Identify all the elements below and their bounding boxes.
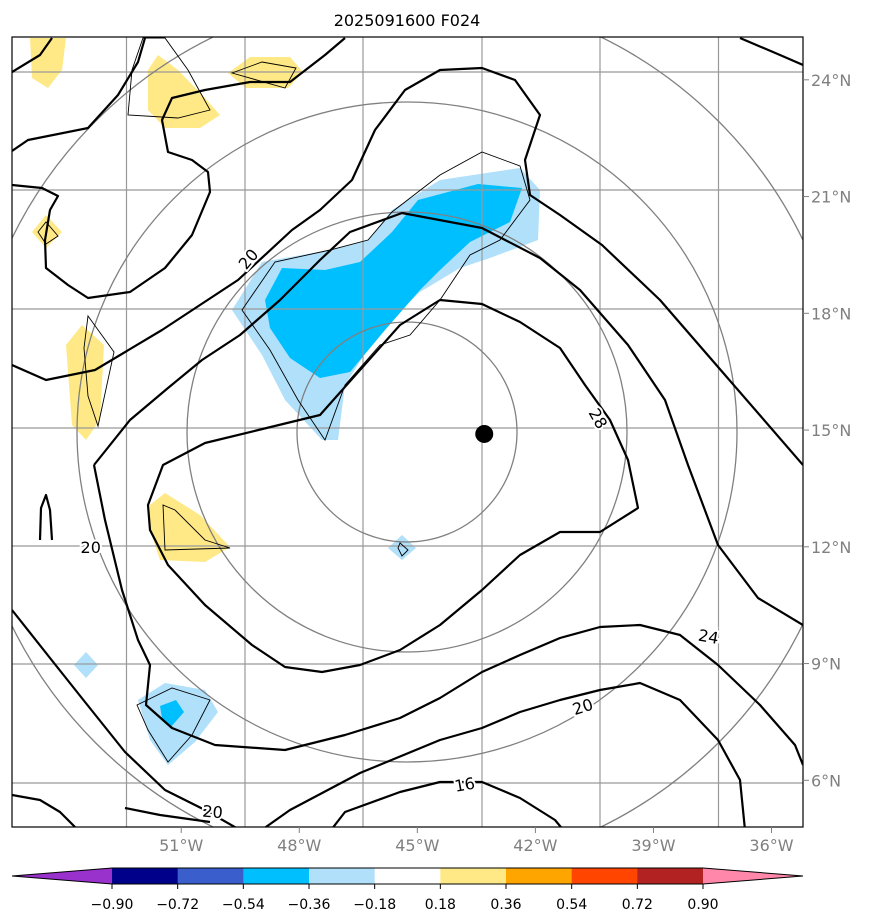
contour-20-west — [12, 37, 147, 152]
colorbar-tick-label: −0.36 — [288, 897, 331, 913]
lat-tick-label: 21°N — [811, 188, 851, 207]
lon-tick-label: 48°W — [277, 836, 321, 855]
colorbar-extend-low — [12, 868, 112, 884]
colorbar-segment — [309, 868, 376, 884]
thin-contours — [37, 37, 531, 763]
shaded-fields — [30, 38, 540, 765]
range-ring-3 — [76, 101, 738, 763]
colorbar-segment — [637, 868, 704, 884]
lon-tick-label: 39°W — [631, 836, 675, 855]
contour-label: 20 — [81, 538, 101, 557]
colorbar-segment — [112, 868, 179, 884]
colorbar-segment — [243, 868, 310, 884]
colorbar-segment — [374, 868, 441, 884]
lat-tick-label: 6°N — [811, 771, 841, 790]
contour-south-small — [124, 806, 211, 824]
colorbar-tick-label: −0.90 — [91, 897, 134, 913]
colorbar-segment — [571, 868, 638, 884]
contour-20-southwest — [12, 609, 237, 827]
deep-sky-blue-region-south — [160, 700, 184, 728]
contour-20-south — [264, 681, 746, 827]
gridlines — [12, 37, 803, 827]
lat-tick-label: 18°N — [811, 304, 851, 323]
colorbar-segment — [440, 868, 507, 884]
colorbar-tick-label: 0.18 — [425, 897, 456, 913]
deep-sky-blue-region-main — [265, 184, 522, 378]
light-blue-region-south — [138, 683, 218, 765]
contour-24-north — [93, 211, 803, 626]
thick-contours — [12, 37, 803, 827]
contour-label: 16 — [453, 774, 476, 796]
lon-tick-label: 51°W — [159, 836, 203, 855]
lon-tick-label: 45°W — [395, 836, 439, 855]
colorbar-segment — [177, 868, 244, 884]
colorbar-tick-label: 0.36 — [490, 897, 521, 913]
colorbar-segment — [506, 868, 573, 884]
contour-24 — [92, 464, 803, 766]
contour-north-west-edge — [12, 37, 53, 73]
range-rings — [12, 37, 803, 827]
contour-outer-ring — [12, 66, 803, 466]
yellow-region-nw — [30, 38, 66, 88]
contour-inner-loop — [146, 298, 640, 674]
lat-tick-label: 15°N — [811, 421, 851, 440]
lat-tick-label: 24°N — [811, 71, 851, 90]
range-ring-2 — [186, 211, 628, 653]
colorbar-extend-high — [703, 868, 803, 884]
colorbar-tick-label: 0.90 — [687, 897, 718, 913]
range-ring-inner — [296, 321, 518, 543]
lon-tick-label: 42°W — [513, 836, 557, 855]
contour-northeast — [739, 37, 803, 67]
storm-center-marker — [475, 424, 494, 443]
light-blue-region-small — [388, 535, 416, 560]
contour-20-small-left — [38, 493, 54, 541]
colorbar-tick-label: 0.54 — [556, 897, 587, 913]
colorbar: −0.90 −0.72 −0.54 −0.36 −0.18 0.18 0.36 0.54 0.7… — [11, 867, 804, 913]
colorbar-tick-label: 0.72 — [622, 897, 653, 913]
yellow-region-west-strip — [66, 325, 104, 440]
contour-label: 20 — [202, 802, 224, 823]
contour-south-west-edge — [12, 793, 76, 827]
figure-title: 2025091600 F024 — [334, 11, 481, 30]
colorbar-tick-label: −0.18 — [353, 897, 396, 913]
latitude-ticks: 24°N 21°N 18°N 15°N 12°N 9°N 6°N — [803, 71, 851, 790]
lat-tick-label: 9°N — [811, 655, 841, 674]
longitude-ticks: 51°W 48°W 45°W 42°W 39°W 36°W — [159, 827, 794, 855]
map-frame — [11, 36, 804, 828]
contour-northwest-loop — [12, 37, 346, 300]
contour-16 — [331, 780, 563, 827]
map-background — [12, 37, 803, 827]
contour-label: 24 — [697, 626, 720, 648]
colorbar-tick-label: −0.54 — [222, 897, 265, 913]
lat-tick-label: 12°N — [811, 538, 851, 557]
lon-tick-label: 36°W — [749, 836, 793, 855]
colorbar-tick-label: −0.72 — [156, 897, 199, 913]
yellow-region-southwest — [150, 493, 230, 562]
light-blue-region-west — [74, 652, 98, 678]
